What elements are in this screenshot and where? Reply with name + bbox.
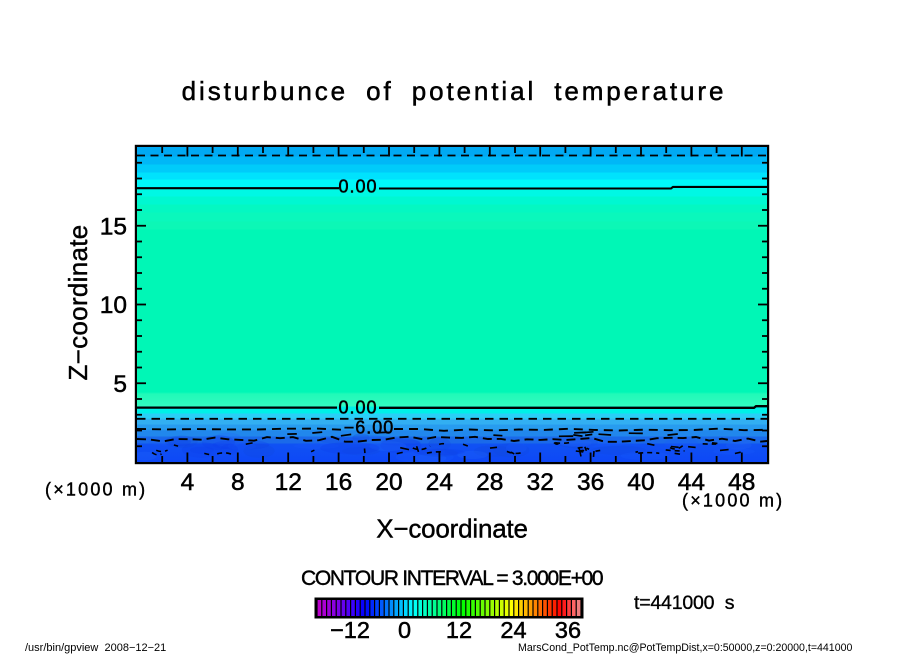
svg-text:8: 8	[231, 469, 245, 496]
svg-text:16: 16	[325, 469, 352, 496]
svg-text:X−coordinate: X−coordinate	[376, 514, 528, 544]
svg-text:CONTOUR INTERVAL = 3.000E+00: CONTOUR INTERVAL = 3.000E+00	[301, 567, 603, 590]
svg-text:Z−coordinate: Z−coordinate	[63, 224, 93, 380]
svg-text:28: 28	[476, 469, 503, 496]
svg-text:t=441000 s: t=441000 s	[634, 592, 735, 614]
svg-text:0: 0	[398, 617, 411, 643]
svg-text:36: 36	[555, 617, 581, 643]
svg-text:(×1000 m): (×1000 m)	[45, 480, 147, 500]
svg-text:disturbunce of potential tempe: disturbunce of potential temperature	[182, 76, 727, 106]
svg-text:24: 24	[500, 617, 526, 643]
svg-text:−12: −12	[330, 617, 370, 643]
svg-text:32: 32	[527, 469, 554, 496]
svg-text:10: 10	[100, 292, 127, 319]
svg-text:36: 36	[577, 469, 604, 496]
svg-text:12: 12	[446, 617, 472, 643]
svg-text:(×1000 m): (×1000 m)	[682, 491, 784, 511]
svg-text:−6.00: −6.00	[344, 418, 395, 438]
svg-text:0.00: 0.00	[338, 177, 377, 197]
svg-text:24: 24	[426, 469, 453, 496]
svg-text:44: 44	[678, 469, 705, 496]
svg-text:MarsCond_PotTemp.nc@PotTempDis: MarsCond_PotTemp.nc@PotTempDist,x=0:5000…	[518, 642, 852, 654]
svg-text:40: 40	[627, 469, 654, 496]
svg-text:12: 12	[275, 469, 302, 496]
svg-text:20: 20	[375, 469, 402, 496]
svg-text:/usr/bin/gpview 2008−12−21: /usr/bin/gpview 2008−12−21	[25, 642, 166, 654]
svg-text:0.00: 0.00	[338, 398, 377, 418]
svg-text:15: 15	[100, 213, 127, 240]
svg-text:48: 48	[728, 469, 755, 496]
svg-text:4: 4	[181, 469, 195, 496]
svg-text:5: 5	[113, 371, 127, 398]
